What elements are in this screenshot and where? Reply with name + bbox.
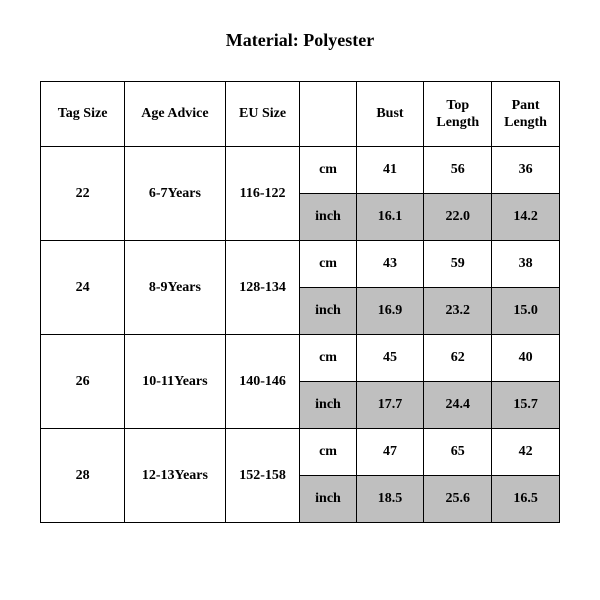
cell-pant-cm: 36 — [492, 147, 560, 194]
cell-eu-size: 140-146 — [225, 335, 300, 429]
cell-unit-cm: cm — [300, 241, 356, 288]
table-row: 226-7Years116-122cm415636 — [41, 147, 560, 194]
col-eu-size: EU Size — [225, 82, 300, 147]
col-top-length: Top Length — [424, 82, 492, 147]
cell-bust-inch: 17.7 — [356, 382, 424, 429]
cell-tag-size: 22 — [41, 147, 125, 241]
table-header-row: Tag Size Age Advice EU Size Bust Top Len… — [41, 82, 560, 147]
cell-unit-cm: cm — [300, 147, 356, 194]
table-row: 248-9Years128-134cm435938 — [41, 241, 560, 288]
col-tag-size: Tag Size — [41, 82, 125, 147]
cell-tag-size: 26 — [41, 335, 125, 429]
page: Material: Polyester Tag Size Age Advice … — [0, 0, 600, 600]
page-title: Material: Polyester — [40, 30, 560, 51]
cell-unit-cm: cm — [300, 335, 356, 382]
cell-bust-inch: 18.5 — [356, 476, 424, 523]
cell-bust-cm: 45 — [356, 335, 424, 382]
cell-age-advice: 12-13Years — [125, 429, 226, 523]
cell-unit-inch: inch — [300, 194, 356, 241]
cell-top-inch: 23.2 — [424, 288, 492, 335]
cell-unit-inch: inch — [300, 476, 356, 523]
col-pant-length: Pant Length — [492, 82, 560, 147]
cell-tag-size: 24 — [41, 241, 125, 335]
col-age-advice: Age Advice — [125, 82, 226, 147]
cell-eu-size: 152-158 — [225, 429, 300, 523]
cell-top-inch: 22.0 — [424, 194, 492, 241]
cell-bust-inch: 16.1 — [356, 194, 424, 241]
table-body: 226-7Years116-122cm415636inch16.122.014.… — [41, 147, 560, 523]
table-row: 2610-11Years140-146cm456240 — [41, 335, 560, 382]
cell-age-advice: 8-9Years — [125, 241, 226, 335]
cell-pant-inch: 15.7 — [492, 382, 560, 429]
table-row: 2812-13Years152-158cm476542 — [41, 429, 560, 476]
cell-pant-cm: 42 — [492, 429, 560, 476]
cell-pant-cm: 40 — [492, 335, 560, 382]
cell-top-cm: 59 — [424, 241, 492, 288]
cell-tag-size: 28 — [41, 429, 125, 523]
cell-bust-inch: 16.9 — [356, 288, 424, 335]
cell-unit-inch: inch — [300, 382, 356, 429]
cell-top-inch: 25.6 — [424, 476, 492, 523]
cell-top-cm: 65 — [424, 429, 492, 476]
size-table: Tag Size Age Advice EU Size Bust Top Len… — [40, 81, 560, 523]
col-bust: Bust — [356, 82, 424, 147]
cell-age-advice: 6-7Years — [125, 147, 226, 241]
cell-unit-inch: inch — [300, 288, 356, 335]
cell-bust-cm: 43 — [356, 241, 424, 288]
cell-bust-cm: 41 — [356, 147, 424, 194]
cell-pant-cm: 38 — [492, 241, 560, 288]
col-unit — [300, 82, 356, 147]
cell-unit-cm: cm — [300, 429, 356, 476]
cell-top-cm: 56 — [424, 147, 492, 194]
cell-eu-size: 116-122 — [225, 147, 300, 241]
cell-top-cm: 62 — [424, 335, 492, 382]
cell-bust-cm: 47 — [356, 429, 424, 476]
cell-pant-inch: 16.5 — [492, 476, 560, 523]
cell-pant-inch: 14.2 — [492, 194, 560, 241]
cell-eu-size: 128-134 — [225, 241, 300, 335]
cell-pant-inch: 15.0 — [492, 288, 560, 335]
cell-age-advice: 10-11Years — [125, 335, 226, 429]
cell-top-inch: 24.4 — [424, 382, 492, 429]
